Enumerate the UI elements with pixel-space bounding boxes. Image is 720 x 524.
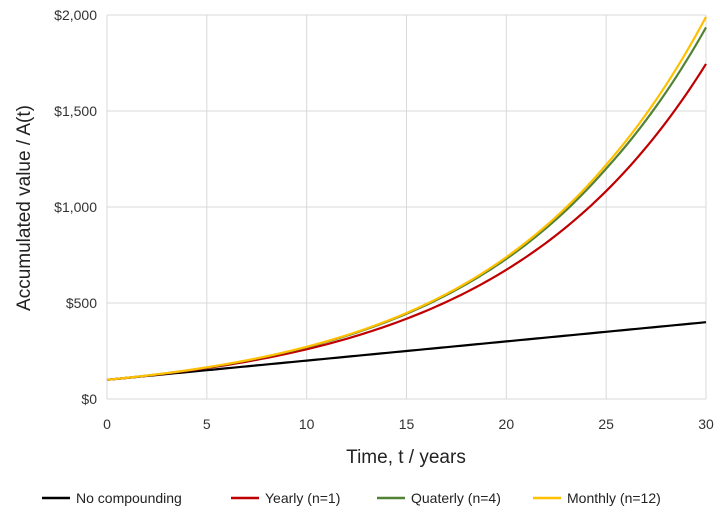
legend-item-monthly: Monthly (n=12) [533,490,661,506]
legend-label: Yearly (n=1) [265,490,340,506]
legend-item-no-compounding: No compounding [42,490,182,506]
x-axis-tick-labels: 0 5 10 15 20 25 30 [103,416,714,432]
legend-item-quarterly: Quaterly (n=4) [377,490,501,506]
series-line-no-compounding [106,321,707,381]
legend-label: No compounding [76,490,182,506]
legend: No compounding Yearly (n=1) Quaterly (n=4)… [42,490,661,506]
y-axis-title: Accumulated value / A(t) [14,105,35,311]
y-tick-label: $2,000 [54,7,97,23]
x-tick-label: 20 [499,416,515,432]
series-lines [106,16,707,381]
y-tick-label: $1,000 [54,199,97,215]
series-line-monthly [106,16,707,381]
y-tick-label: $1,500 [54,103,97,119]
y-axis-tick-labels: $0 $500 $1,000 $1,500 $2,000 [54,7,97,407]
x-tick-label: 5 [203,416,211,432]
y-tick-label: $0 [81,391,97,407]
legend-label: Quaterly (n=4) [411,490,501,506]
x-tick-label: 10 [299,416,315,432]
y-tick-label: $500 [66,295,97,311]
x-tick-label: 30 [698,416,714,432]
grid-lines [106,14,707,400]
x-axis-title: Time, t / years [346,447,466,468]
x-tick-label: 15 [399,416,415,432]
legend-item-yearly: Yearly (n=1) [231,490,340,506]
x-tick-label: 25 [598,416,614,432]
x-tick-label: 0 [103,416,111,432]
legend-label: Monthly (n=12) [567,490,661,506]
